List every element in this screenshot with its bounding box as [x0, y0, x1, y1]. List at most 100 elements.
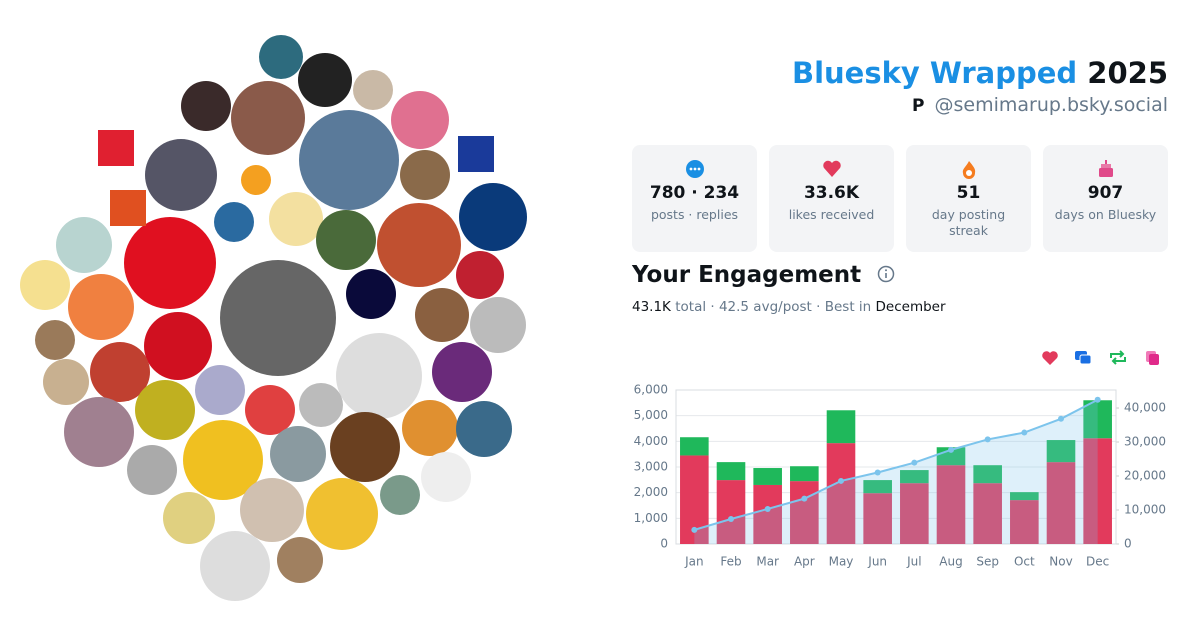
avatar[interactable] — [64, 397, 134, 467]
avatar[interactable] — [163, 492, 215, 544]
avatar[interactable] — [124, 217, 216, 309]
quote-icon[interactable] — [1146, 351, 1159, 365]
line-point — [874, 469, 881, 476]
stat-label: likes received — [788, 207, 875, 222]
repost-icon[interactable] — [1110, 350, 1126, 365]
avatar[interactable] — [330, 412, 400, 482]
line-point — [948, 446, 954, 453]
stat-icon — [822, 160, 841, 177]
title-brand: Bluesky Wrapped — [791, 56, 1078, 90]
summary: total · 42.5 avg/post · Best in — [675, 299, 872, 315]
bar-segment — [936, 465, 966, 544]
y2-tick-label: 10,000 — [1124, 503, 1166, 517]
avatar[interactable] — [43, 359, 89, 405]
bar-segment — [680, 437, 709, 456]
bar-segment — [900, 483, 929, 544]
avatar[interactable] — [195, 365, 245, 415]
avatar[interactable] — [346, 269, 396, 319]
logo[interactable] — [98, 130, 134, 166]
best-month: December — [875, 299, 946, 315]
x-tick-label: Oct — [1014, 555, 1035, 569]
avatar[interactable] — [299, 110, 399, 210]
avatar[interactable] — [269, 192, 323, 246]
avatar[interactable] — [220, 260, 336, 376]
avatar[interactable] — [353, 70, 393, 110]
bar-segment — [1010, 500, 1039, 544]
stat-value: 51 — [956, 183, 981, 203]
x-tick-label: Feb — [720, 555, 741, 569]
avatar[interactable] — [259, 35, 303, 79]
avatar[interactable] — [231, 81, 305, 155]
avatar[interactable] — [377, 203, 461, 287]
avatar[interactable] — [200, 531, 270, 601]
y-tick-label: 1,000 — [634, 511, 668, 525]
avatar[interactable] — [336, 333, 422, 419]
avatar[interactable] — [270, 426, 326, 482]
line-point — [984, 436, 991, 443]
x-tick-label: Jan — [684, 555, 704, 569]
avatar[interactable] — [20, 260, 70, 310]
avatar[interactable] — [400, 150, 450, 200]
line-point — [801, 495, 808, 502]
avatar[interactable] — [298, 53, 352, 107]
avatar[interactable] — [299, 383, 343, 427]
line-point — [1094, 396, 1101, 403]
avatar[interactable] — [432, 342, 492, 402]
avatar[interactable] — [380, 475, 420, 515]
bar-segment — [1010, 492, 1039, 501]
avatar[interactable] — [56, 217, 112, 273]
avatar[interactable] — [402, 400, 458, 456]
section-title: Your Engagement — [632, 262, 895, 288]
avatar[interactable] — [90, 342, 150, 402]
x-tick-label: Aug — [939, 555, 962, 569]
avatar[interactable] — [144, 312, 212, 380]
avatar[interactable] — [415, 288, 469, 342]
avatar[interactable] — [470, 297, 526, 353]
stat-icon — [685, 160, 704, 178]
bar-segment — [973, 465, 1002, 484]
avatar[interactable] — [241, 165, 271, 195]
avatar[interactable] — [68, 274, 134, 340]
chart: 0 1,000 2,000 3,000 4,000 5,000 6,000 0 10,000 20… — [634, 383, 1166, 569]
line-area — [694, 399, 1098, 544]
logo[interactable] — [458, 136, 494, 172]
avatar[interactable] — [456, 401, 512, 457]
avatar[interactable] — [183, 420, 263, 500]
avatar[interactable] — [421, 452, 471, 502]
bar-segment — [900, 470, 929, 484]
stat-card: 51 day posting streak — [906, 145, 1031, 252]
handle: P @semimarup.bsky.social — [912, 94, 1168, 116]
line-point — [764, 505, 771, 512]
avatar[interactable] — [245, 385, 295, 435]
avatar[interactable] — [181, 81, 231, 131]
bar-segment — [716, 480, 746, 544]
info-icon[interactable] — [877, 265, 895, 283]
stat-value: 907 — [1087, 183, 1124, 203]
avatar[interactable] — [127, 445, 177, 495]
bar-segment — [1046, 440, 1076, 463]
y2-tick-label: 0 — [1124, 537, 1132, 551]
avatar[interactable] — [316, 210, 376, 270]
avatar[interactable] — [277, 537, 323, 583]
avatar[interactable] — [459, 183, 527, 251]
plot-frame — [675, 389, 1117, 545]
stat-label: posts · replies — [650, 207, 739, 222]
avatar[interactable] — [391, 91, 449, 149]
like-icon[interactable] — [1042, 351, 1058, 365]
line-point — [1058, 415, 1064, 422]
x-tick-label: Sep — [976, 555, 999, 569]
line — [694, 398, 1099, 531]
avatar[interactable] — [214, 202, 254, 242]
logo[interactable] — [110, 190, 146, 226]
avatar[interactable] — [145, 139, 217, 211]
bar-segment — [973, 483, 1002, 544]
avatar[interactable] — [35, 320, 75, 360]
avatar[interactable] — [456, 251, 504, 299]
reply-icon[interactable] — [1075, 351, 1092, 365]
x-tick-label: Jun — [867, 555, 887, 569]
y-tick-label: 3,000 — [634, 460, 668, 474]
avatar[interactable] — [306, 478, 378, 550]
avatar[interactable] — [135, 380, 195, 440]
avatar[interactable] — [240, 478, 304, 542]
